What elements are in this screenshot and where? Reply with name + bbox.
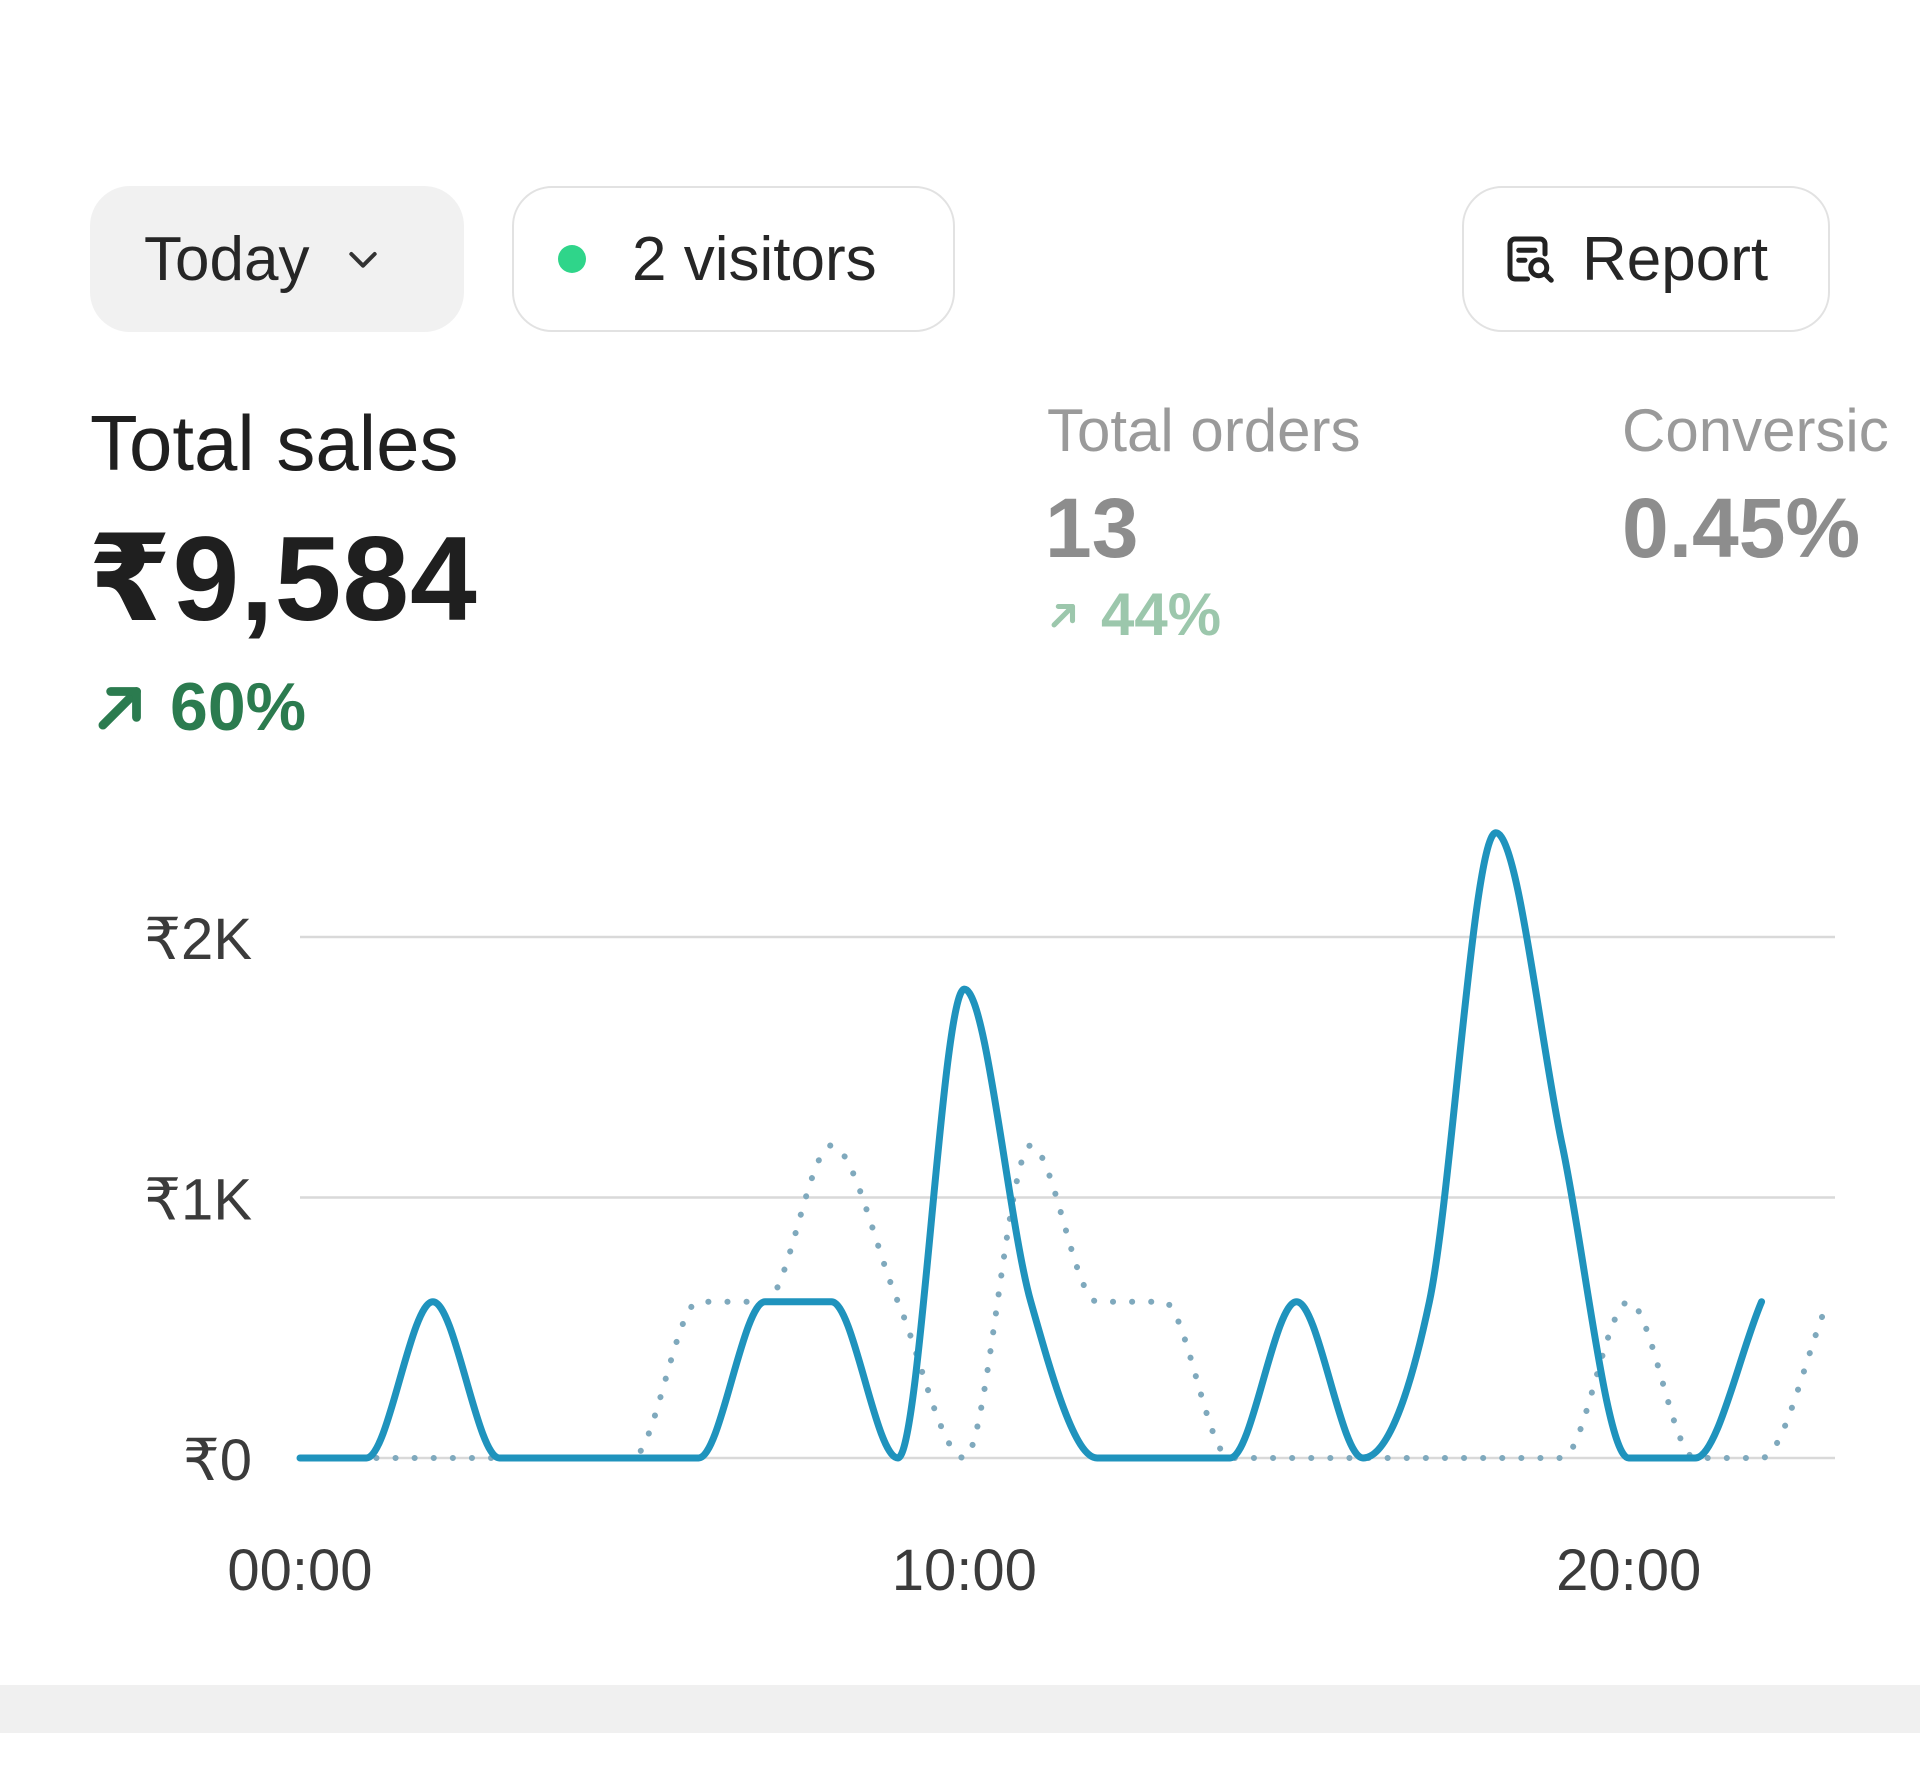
- y-axis-ticks: ₹0 ₹1K ₹2K: [144, 907, 252, 1493]
- chevron-down-icon: [349, 252, 378, 268]
- x-axis-ticks: 00:00 10:00 20:00: [227, 1538, 1701, 1603]
- total-orders-value: 13: [1045, 481, 1139, 575]
- y-tick-label: ₹1K: [144, 1168, 252, 1233]
- visitors-label: 2 visitors: [632, 224, 877, 294]
- live-dot-icon: [558, 245, 586, 273]
- x-tick-label: 20:00: [1556, 1538, 1701, 1603]
- total-orders-label: Total orders: [1047, 397, 1361, 464]
- sales-line-chart: ₹0 ₹1K ₹2K 00:00 10:00 20:00: [144, 829, 1835, 1603]
- x-tick-label: 10:00: [892, 1538, 1037, 1603]
- conversion-value: 0.45%: [1622, 481, 1861, 575]
- report-search-icon: [1507, 236, 1554, 283]
- total-orders-delta: 44%: [1047, 580, 1221, 649]
- period-dropdown-label: Today: [144, 224, 310, 294]
- total-sales-label: Total sales: [90, 399, 459, 487]
- chart-series: [296, 829, 1831, 1462]
- live-visitors-pill[interactable]: 2 visitors: [512, 186, 955, 332]
- y-tick-label: ₹0: [183, 1428, 252, 1493]
- total-orders-delta-value: 44%: [1101, 581, 1222, 648]
- report-button[interactable]: Report: [1462, 186, 1830, 332]
- total-sales-delta-value: 60%: [170, 669, 307, 745]
- period-dropdown[interactable]: Today: [90, 186, 464, 332]
- total-sales-delta: 60%: [90, 668, 306, 746]
- bottom-divider: [0, 1685, 1920, 1733]
- total-sales-value: ₹9,584: [88, 512, 478, 646]
- arrow-up-right-icon: [98, 687, 141, 730]
- y-tick-label: ₹2K: [144, 907, 252, 972]
- conversion-label: Conversic: [1622, 397, 1889, 464]
- x-tick-label: 00:00: [227, 1538, 372, 1603]
- report-button-label: Report: [1582, 224, 1769, 294]
- current-series-line: [296, 829, 1766, 1462]
- arrow-up-right-icon: [1051, 603, 1076, 627]
